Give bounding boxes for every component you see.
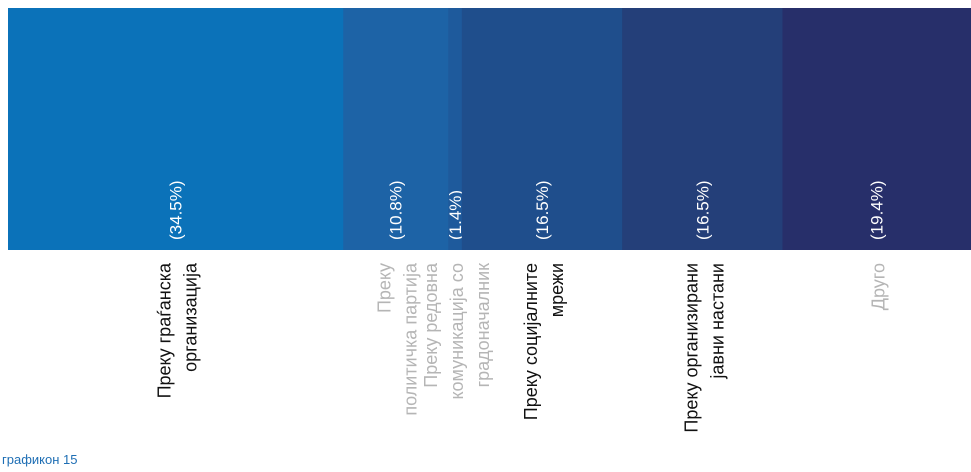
bar-segment [622,8,783,250]
bar-segment [448,8,463,250]
category-label: Друго [869,263,889,310]
category-label: Преку социјалните мрежи [521,263,567,420]
category-label: Преку организирани јавни настани [681,263,727,433]
data-label: (16.5%) [533,180,552,240]
data-label: (16.5%) [693,180,712,240]
category-label: Преку граѓанска организација [155,262,201,398]
data-label: (10.8%) [387,180,406,240]
data-label: (34.5%) [167,180,186,240]
category-label: Преку редовна комуникација со градоначални… [421,262,493,400]
data-label: (19.4%) [868,180,887,240]
bar-segment [782,8,971,250]
chart-caption: графикон 15 [2,452,78,467]
data-label: (1.4%) [446,190,465,240]
category-label: Преку политичка партија [375,262,421,416]
bar-segment [343,8,449,250]
bar-segment [461,8,623,250]
bar-segment [8,8,344,250]
